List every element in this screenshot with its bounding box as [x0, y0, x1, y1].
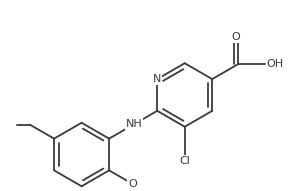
Text: N: N — [153, 74, 162, 84]
Text: Cl: Cl — [179, 156, 190, 166]
Text: O: O — [231, 32, 240, 42]
Text: OH: OH — [266, 59, 284, 70]
Text: O: O — [128, 179, 137, 189]
Text: NH: NH — [125, 119, 142, 129]
